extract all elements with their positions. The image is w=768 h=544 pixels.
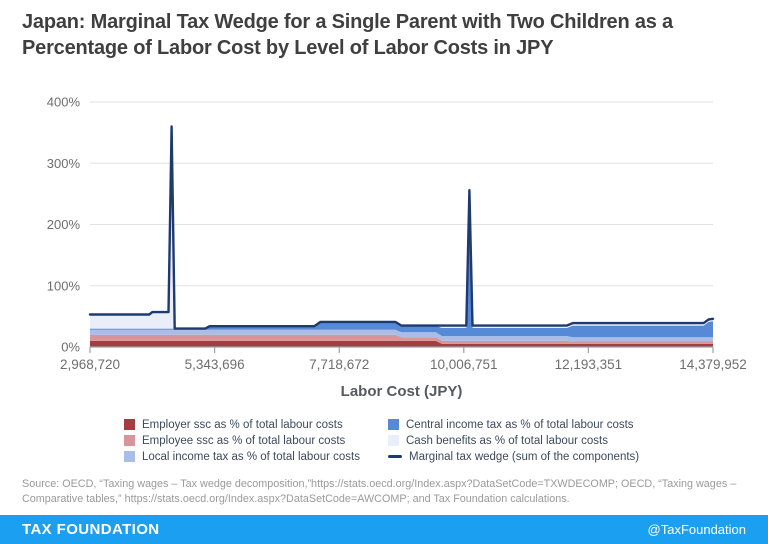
footer-bar: TAX FOUNDATION @TaxFoundation: [0, 515, 768, 544]
x-axis-title: Labor Cost (JPY): [340, 383, 463, 400]
x-axis-tick-label: 5,343,696: [185, 357, 245, 372]
legend-swatch-employee-ssc: [124, 435, 135, 446]
legend-label-cash-benefits: Cash benefits as % of total labour costs: [406, 434, 608, 447]
legend-swatch-central-income-tax: [388, 419, 399, 430]
legend-column-right: Central income tax as % of total labour …: [388, 418, 678, 463]
x-axis-tick-label: 10,006,751: [430, 357, 498, 372]
legend-swatch-cash-benefits: [388, 435, 399, 446]
x-axis-tick-label: 2,968,720: [60, 357, 120, 372]
legend-item-central-income-tax: Central income tax as % of total labour …: [388, 418, 678, 431]
legend-label-employer-ssc: Employer ssc as % of total labour costs: [142, 418, 343, 431]
y-axis-tick-label: 0%: [61, 340, 80, 355]
marginal-tax-wedge-chart: 0% 100% 200% 300% 400% 2,968,720 5,343,696 7,71…: [47, 95, 747, 372]
y-axis-tick-label: 100%: [47, 278, 81, 293]
legend-swatch-employer-ssc: [124, 419, 135, 430]
y-axis-tick-label: 300%: [47, 156, 81, 171]
x-axis-tick-label: 14,379,952: [679, 357, 747, 372]
source-note: Source: OECD, “Taxing wages – Tax wedge …: [22, 478, 737, 506]
legend-item-cash-benefits: Cash benefits as % of total labour costs: [388, 434, 678, 447]
legend-label-employee-ssc: Employee ssc as % of total labour costs: [142, 434, 346, 447]
page-title: Japan: Marginal Tax Wedge for a Single P…: [22, 11, 673, 59]
legend-swatch-local-income-tax: [124, 451, 135, 462]
chart-legend: Employer ssc as % of total labour costs E…: [124, 418, 678, 463]
twitter-handle: @TaxFoundation: [647, 522, 746, 537]
legend-label-local-income-tax: Local income tax as % of total labour co…: [142, 450, 360, 463]
area-employer-ssc: [90, 340, 713, 347]
legend-column-left: Employer ssc as % of total labour costs E…: [124, 418, 364, 463]
y-axis-tick-label: 200%: [47, 217, 81, 232]
y-axis-tick-label: 400%: [47, 95, 81, 110]
legend-item-marginal-tax-wedge: Marginal tax wedge (sum of the component…: [388, 450, 678, 463]
legend-label-marginal-tax-wedge: Marginal tax wedge (sum of the component…: [409, 450, 640, 463]
area-local-income-tax: [90, 329, 713, 342]
tax-foundation-logo: TAX FOUNDATION: [22, 521, 160, 538]
x-axis-tick-label: 7,718,672: [309, 357, 369, 372]
area-central-income-tax: [90, 192, 713, 338]
legend-line-swatch-marginal-tax-wedge: [388, 455, 402, 458]
legend-item-local-income-tax: Local income tax as % of total labour co…: [124, 450, 364, 463]
area-employee-ssc: [90, 334, 713, 344]
line-marginal-tax-wedge: [88, 125, 715, 330]
x-axis-tick-label: 12,193,351: [555, 357, 623, 372]
area-cash-benefits: [90, 126, 713, 329]
legend-item-employer-ssc: Employer ssc as % of total labour costs: [124, 418, 364, 431]
legend-item-employee-ssc: Employee ssc as % of total labour costs: [124, 434, 364, 447]
legend-label-central-income-tax: Central income tax as % of total labour …: [406, 418, 634, 431]
